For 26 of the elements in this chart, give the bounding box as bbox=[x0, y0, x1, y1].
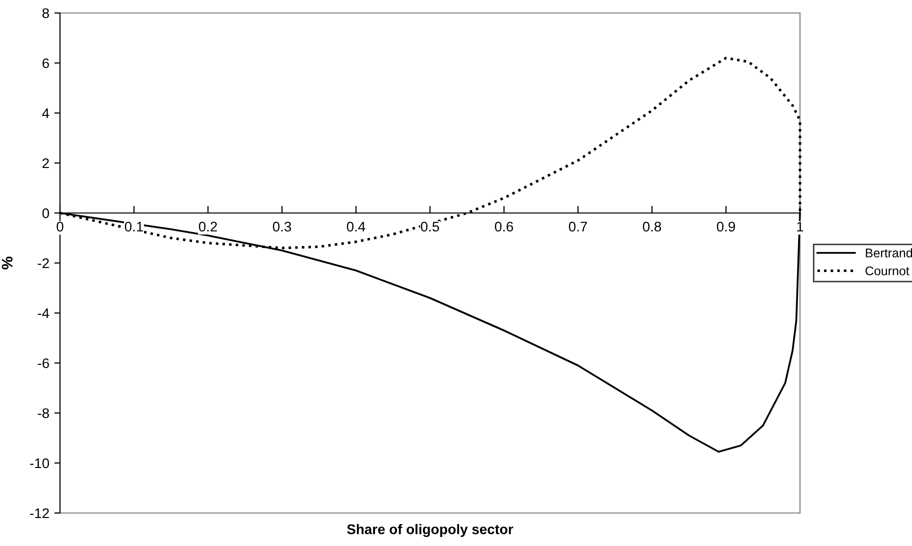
x-axis-title: Share of oligopoly sector bbox=[347, 524, 514, 538]
x-tick-label: 0.9 bbox=[716, 222, 735, 232]
y-tick-label: 4 bbox=[42, 108, 50, 118]
x-tick-label: 0.1 bbox=[124, 222, 143, 232]
legend-label: Cournot bbox=[866, 266, 910, 276]
y-tick-label: 2 bbox=[42, 158, 49, 168]
x-tick-label: 0.7 bbox=[568, 222, 587, 232]
y-tick-label: -4 bbox=[38, 308, 50, 318]
y-axis-title: % bbox=[2, 256, 13, 270]
x-tick-label: 0.3 bbox=[272, 222, 292, 232]
y-tick-label: -10 bbox=[30, 458, 50, 468]
x-tick-label: 0.8 bbox=[642, 222, 662, 232]
y-tick-label: -2 bbox=[38, 258, 49, 268]
y-tick-label: 8 bbox=[42, 8, 49, 18]
y-tick-label: -8 bbox=[38, 408, 49, 418]
x-tick-label: 0 bbox=[56, 222, 64, 232]
x-tick-label: 0.6 bbox=[494, 222, 514, 232]
x-tick-label: 1 bbox=[797, 222, 804, 232]
y-tick-label: -12 bbox=[30, 508, 49, 518]
legend-label: Bertrand bbox=[866, 248, 912, 258]
x-tick-label: 0.4 bbox=[346, 222, 366, 232]
x-tick-label: 0.5 bbox=[420, 222, 440, 232]
x-tick-label: 0.2 bbox=[198, 222, 217, 232]
y-tick-label: 0 bbox=[42, 208, 50, 218]
y-tick-label: -6 bbox=[38, 358, 49, 368]
y-tick-label: 6 bbox=[42, 58, 49, 68]
